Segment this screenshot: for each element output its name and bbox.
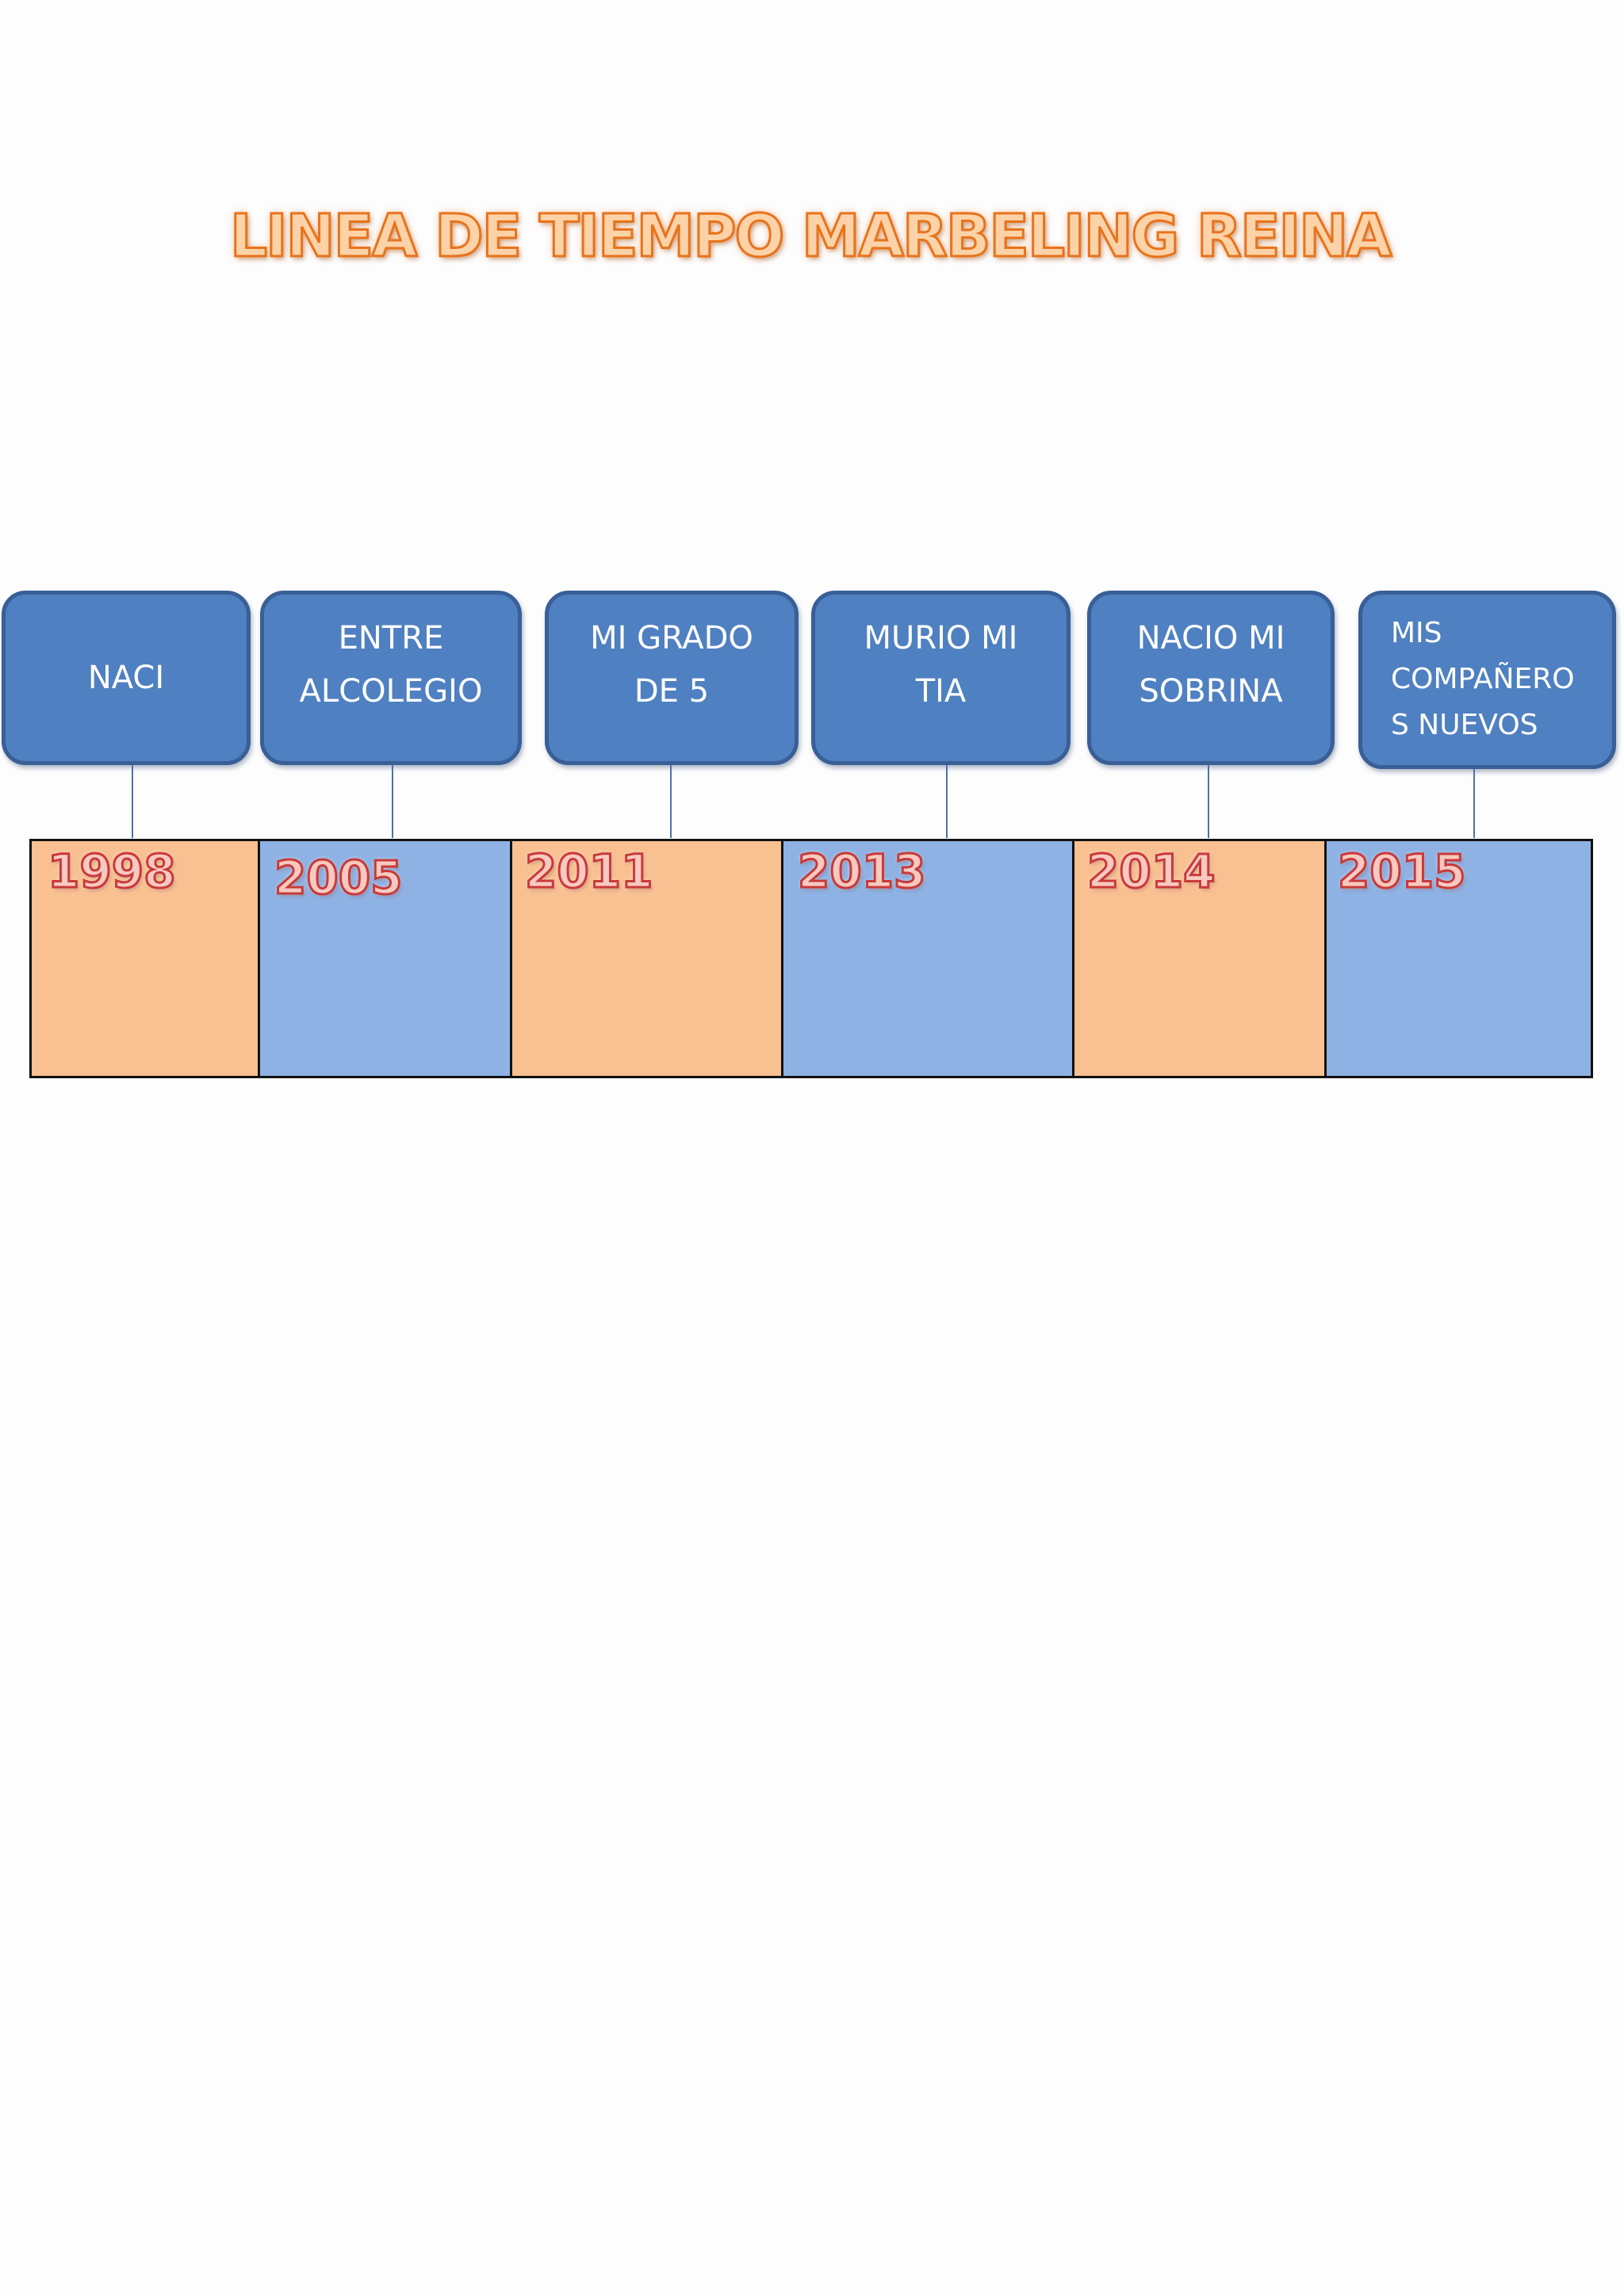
connector-line: [132, 765, 133, 838]
year-label: 2005: [273, 850, 403, 906]
event-label: MURIO MI TIA: [864, 620, 1018, 710]
year-cell-1998: 1998: [32, 841, 260, 1076]
event-box-entre-alcolegio: ENTRE ALCOLEGIO: [260, 591, 522, 765]
year-label: 2011: [523, 844, 653, 900]
timeline-strip: 1998 2005 2011 2013 2014 2015: [29, 839, 1593, 1078]
year-label: 2013: [796, 844, 926, 900]
page-title: LINEA DE TIEMPO MARBELING REINA: [229, 201, 1393, 272]
year-cell-2014: 2014: [1074, 841, 1327, 1076]
year-cell-2011: 2011: [512, 841, 783, 1076]
event-box-mi-grado: MI GRADO DE 5: [545, 591, 799, 765]
connector-line: [392, 765, 393, 838]
year-label: 2014: [1086, 844, 1216, 900]
event-box-nacio-mi-sobrina: NACIO MI SOBRINA: [1087, 591, 1335, 765]
year-label: 2015: [1336, 844, 1466, 900]
year-cell-2015: 2015: [1327, 841, 1591, 1076]
event-box-murio-mi-tia: MURIO MI TIA: [811, 591, 1071, 765]
connector-line: [670, 765, 672, 838]
event-box-mis-companeros: MIS COMPAÑERO S NUEVOS: [1358, 591, 1616, 769]
event-label: NACI: [87, 659, 165, 696]
connector-line: [1473, 769, 1475, 838]
event-label: MI GRADO DE 5: [590, 620, 753, 710]
year-cell-2005: 2005: [260, 841, 512, 1076]
year-cell-2013: 2013: [783, 841, 1074, 1076]
event-label: MIS COMPAÑERO S NUEVOS: [1391, 617, 1575, 741]
event-box-naci: NACI: [2, 591, 251, 765]
event-label: NACIO MI SOBRINA: [1136, 620, 1285, 710]
year-label: 1998: [46, 844, 176, 900]
event-label: ENTRE ALCOLEGIO: [299, 620, 483, 710]
connector-line: [946, 765, 948, 838]
connector-line: [1208, 765, 1209, 838]
